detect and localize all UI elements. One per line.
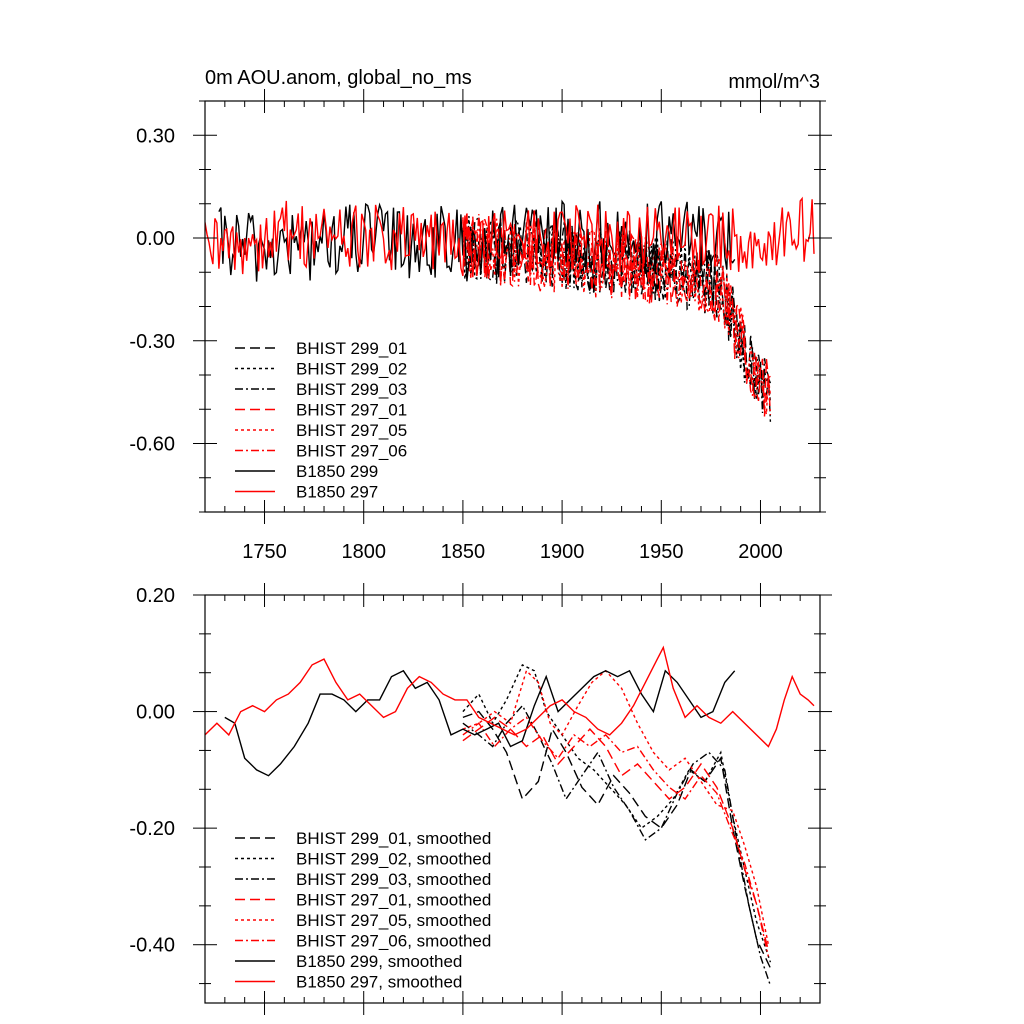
legend-label-bhist-299-03-smoothed: BHIST 299_03, smoothed <box>296 870 491 889</box>
x-tick-label-1750: 1750 <box>242 541 287 563</box>
legend-label-b1850-297-smoothed: B1850 297, smoothed <box>296 973 462 992</box>
y-tick-label-0-40: -0.40 <box>129 935 175 957</box>
legend-label-bhist-297-01-smoothed: BHIST 297_01, smoothed <box>296 891 491 910</box>
series-line-bhist-297-01 <box>462 211 771 417</box>
series-line-bhist-297-06 <box>462 214 772 415</box>
y-tick-label-0-00: 0.00 <box>136 702 175 724</box>
bottom-series-group <box>205 645 815 986</box>
legend-label-b1850-299-smoothed: B1850 299, smoothed <box>296 952 462 971</box>
series-line-bhist-297-05-smoothed <box>462 669 770 945</box>
legend-label-b1850-299: B1850 299 <box>296 462 378 481</box>
legend-label-bhist-299-03: BHIST 299_03 <box>296 380 407 399</box>
top-panel-title: 0m AOU.anom, global_no_ms <box>205 67 472 89</box>
series-line-b1850-297-smoothed <box>205 645 815 748</box>
y-tick-label-0-20: 0.20 <box>136 585 175 607</box>
x-tick-label-2000: 2000 <box>738 541 783 563</box>
y-tick-label-0-30: 0.30 <box>136 125 175 147</box>
legend-label-bhist-297-05: BHIST 297_05 <box>296 421 407 440</box>
legend-label-bhist-299-02-smoothed: BHIST 299_02, smoothed <box>296 850 491 869</box>
bottom-plot-frame <box>204 594 821 1004</box>
series-line-bhist-299-01-smoothed <box>462 710 772 969</box>
x-tick-label-1900: 1900 <box>540 541 585 563</box>
y-tick-label-0-20: -0.20 <box>129 818 175 840</box>
legend-label-bhist-297-06-smoothed: BHIST 297_06, smoothed <box>296 932 491 951</box>
y-tick-label-0-00: 0.00 <box>136 228 175 250</box>
series-line-bhist-299-01 <box>462 221 772 399</box>
legend-label-bhist-297-05-smoothed: BHIST 297_05, smoothed <box>296 911 491 930</box>
legend-label-bhist-299-01-smoothed: BHIST 299_01, smoothed <box>296 829 491 848</box>
top-axis-ticks: 1750 1800 1850 1900 1950 2000 0.30 0.00 -0.30 -0.… <box>129 89 832 563</box>
x-tick-label-1800: 1800 <box>341 541 386 563</box>
series-line-b1850-299-smoothed <box>224 669 736 777</box>
y-tick-label-0-60: -0.60 <box>129 434 175 456</box>
legend-label-bhist-297-01: BHIST 297_01 <box>296 401 407 420</box>
top-panel-units: mmol/m^3 <box>728 71 820 93</box>
legend-label-bhist-297-06: BHIST 297_06 <box>296 442 407 461</box>
y-tick-label-0-30: -0.30 <box>129 331 175 353</box>
legend-label-bhist-299-01: BHIST 299_01 <box>296 339 407 358</box>
top-series-group <box>205 196 815 422</box>
series-line-bhist-297-06-smoothed <box>462 716 770 957</box>
series-line-b1850-297 <box>205 196 815 278</box>
top-panel: 0m AOU.anom, global_no_ms mmol/m^3 1750 1… <box>129 67 832 563</box>
x-tick-label-1950: 1950 <box>639 541 684 563</box>
x-tick-label-1850: 1850 <box>441 541 486 563</box>
bottom-panel: 0.20 0.00 -0.20 -0.40 BHIST 299_01, smoothe… <box>129 583 832 1015</box>
series-line-bhist-299-03-smoothed <box>462 704 772 986</box>
legend-label-bhist-299-02: BHIST 299_02 <box>296 360 407 379</box>
series-line-bhist-299-02-smoothed <box>462 663 772 963</box>
legend-label-b1850-297: B1850 297 <box>296 483 378 502</box>
bottom-legend: BHIST 299_01, smoothed BHIST 299_02, smoo… <box>235 829 491 992</box>
bottom-axis-ticks: 0.20 0.00 -0.20 -0.40 <box>129 583 832 1015</box>
top-plot-frame <box>204 100 821 513</box>
